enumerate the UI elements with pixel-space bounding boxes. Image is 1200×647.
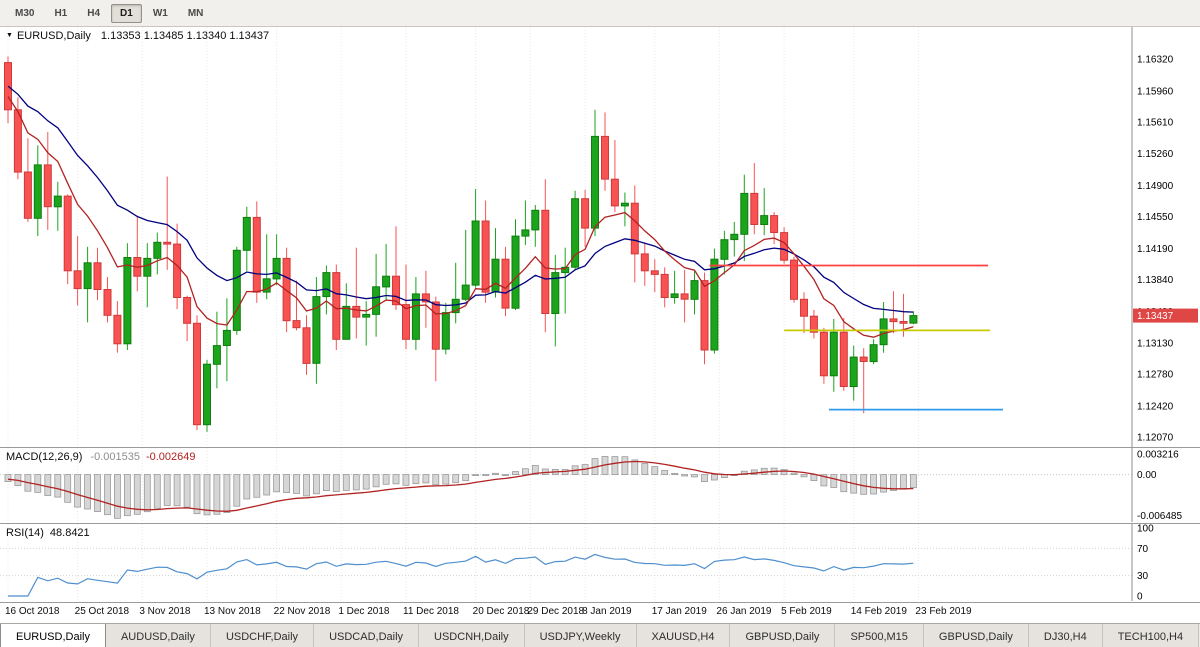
price-axis-tick: 1.14190 (1137, 244, 1174, 255)
tab-usdchf-daily[interactable]: USDCHF,Daily (210, 624, 315, 647)
timeframe-button-h4[interactable]: H4 (87, 7, 101, 19)
tab-usdcnh-daily[interactable]: USDCNH,Daily (419, 624, 525, 647)
date-label: 26 Jan 2019 (716, 606, 772, 617)
timeframe-button-d1[interactable]: D1 (111, 3, 142, 23)
date-label: 22 Nov 2018 (273, 606, 331, 617)
rsi-canvas[interactable]: 100 70 30 0 (0, 524, 1200, 601)
date-label: 14 Feb 2019 (850, 606, 907, 617)
date-label: 3 Nov 2018 (139, 606, 191, 617)
date-label: 29 Dec 2018 (527, 606, 585, 617)
price-axis-tick: 1.12070 (1137, 433, 1174, 444)
ma-fast-line (7, 96, 914, 338)
price-axis-tick: 1.14900 (1137, 181, 1174, 192)
price-axis-tick: 1.14550 (1137, 212, 1174, 223)
tab-tech100-h4[interactable]: TECH100,H4 (1102, 624, 1200, 647)
date-label: 5 Feb 2019 (781, 606, 832, 617)
symbol-marker-icon: ▼ (6, 32, 13, 39)
chart-ohlc-values: 1.13353 1.13485 1.13340 1.13437 (100, 30, 270, 42)
timeframe-button-mn[interactable]: MN (187, 7, 204, 19)
tab-usdcad-daily[interactable]: USDCAD,Daily (314, 624, 420, 647)
rsi-axis-tick: 100 (1137, 524, 1154, 535)
rsi-axis-tick: 0 (1137, 592, 1143, 602)
tab-gbpusd-daily[interactable]: GBPUSD,Daily (730, 624, 836, 647)
rsi-header: RSI(14) 48.8421 (6, 527, 90, 539)
tab-eurusd-daily[interactable]: EURUSD,Daily (0, 624, 106, 647)
current-price-badge-value: 1.13437 (1137, 311, 1174, 322)
macd-axis-tick: 0.003216 (1137, 450, 1179, 461)
macd-panel: 0.003216 0.00 -0.006485 MACD(12,26,9) -0.00… (0, 447, 1200, 523)
price-chart-canvas[interactable]: 1.16320 1.15960 1.15610 1.15260 1.14900 1.145… (0, 27, 1200, 447)
macd-axis-tick: -0.006485 (1137, 511, 1182, 522)
date-label: 25 Oct 2018 (74, 606, 130, 617)
ma-slow-line (7, 85, 914, 313)
rsi-label: RSI(14) (6, 527, 44, 539)
date-label: 8 Jan 2019 (582, 606, 632, 617)
timeframe-toolbar: M30 H1 H4 D1 W1 MN (0, 0, 1200, 27)
macd-header: MACD(12,26,9) -0.001535 -0.002649 (6, 451, 196, 463)
price-axis-tick: 1.15960 (1137, 87, 1174, 98)
date-label: 16 Oct 2018 (5, 606, 60, 617)
macd-signal-value: -0.002649 (145, 451, 196, 463)
timeframe-button-h1[interactable]: H1 (54, 7, 68, 19)
date-axis[interactable]: 16 Oct 2018 25 Oct 2018 3 Nov 2018 13 Nov 2… (0, 602, 1200, 623)
timeframe-button-m30[interactable]: M30 (15, 7, 35, 19)
price-axis-tick: 1.13130 (1137, 338, 1174, 349)
timeframe-button-w1[interactable]: W1 (152, 7, 168, 19)
rsi-line (8, 553, 914, 597)
date-label: 13 Nov 2018 (204, 606, 261, 617)
tab-sp500-m15[interactable]: SP500,M15 (835, 624, 924, 647)
tab-gbpusd-daily[interactable]: GBPUSD,Daily (923, 624, 1029, 647)
rsi-panel: 100 70 30 0 RSI(14) 48.8421 (0, 523, 1200, 602)
macd-canvas[interactable]: 0.003216 0.00 -0.006485 (0, 448, 1200, 522)
chart-symbol-label: EURUSD,Daily (16, 30, 91, 42)
chart-tabs-bar: EURUSD,Daily AUDUSD,Daily USDCHF,Daily USDC… (0, 623, 1200, 647)
tab-audusd-daily[interactable]: AUDUSD,Daily (105, 624, 211, 647)
price-axis-tick: 1.12780 (1137, 370, 1174, 381)
date-label: 20 Dec 2018 (472, 606, 530, 617)
price-axis-tick: 1.16320 (1137, 55, 1174, 66)
price-chart-panel: 1.16320 1.15960 1.15610 1.15260 1.14900 1.145… (0, 27, 1200, 447)
tab-usdjpy-weekly[interactable]: USDJPY,Weekly (524, 624, 637, 647)
current-price-badge (1133, 308, 1198, 323)
date-label: 11 Dec 2018 (403, 606, 459, 617)
tab-dj30-h4[interactable]: DJ30,H4 (1028, 624, 1103, 647)
candles-layer (4, 56, 918, 432)
rsi-axis-tick: 70 (1137, 544, 1149, 555)
tab-xauusd-h4[interactable]: XAUUSD,H4 (636, 624, 731, 647)
rsi-value: 48.8421 (49, 527, 90, 539)
rsi-axis-tick: 30 (1137, 571, 1149, 582)
macd-axis-tick: 0.00 (1137, 470, 1157, 481)
macd-main-value: -0.001535 (90, 451, 140, 463)
macd-signal-line (7, 460, 914, 512)
price-axis-tick: 1.15610 (1137, 118, 1174, 129)
date-label: 17 Jan 2019 (651, 606, 707, 617)
price-axis-tick: 1.13840 (1137, 275, 1174, 286)
date-label: 1 Dec 2018 (338, 606, 390, 617)
chart-header: ▼ EURUSD,Daily 1.13353 1.13485 1.13340 1.1… (6, 30, 269, 42)
price-axis-tick: 1.15260 (1137, 149, 1174, 160)
date-label: 23 Feb 2019 (915, 606, 972, 617)
price-axis-tick: 1.12420 (1137, 402, 1174, 413)
macd-label: MACD(12,26,9) (6, 451, 83, 463)
price-axis[interactable]: 1.16320 1.15960 1.15610 1.15260 1.14900 1.145… (1137, 55, 1174, 444)
